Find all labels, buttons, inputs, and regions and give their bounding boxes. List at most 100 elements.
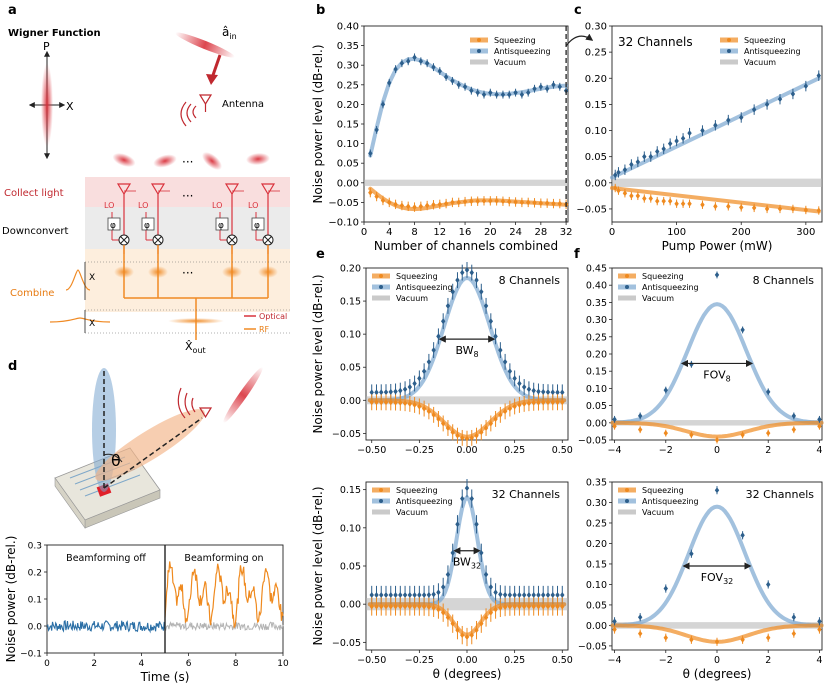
squeezing-fit-line: [610, 186, 821, 214]
y-tick-label: 0.30: [585, 22, 607, 33]
panel-d-letter: d: [8, 359, 17, 374]
antisqueezing-point: [526, 89, 531, 96]
antisqueezing-point: [494, 91, 499, 98]
x-axis-label: Number of channels combined: [374, 239, 558, 253]
antisqueezing-point: [550, 592, 555, 599]
svg-text:···: ···: [182, 189, 193, 203]
squeezing-point: [739, 204, 744, 211]
phase-shifter-icon: [251, 217, 265, 231]
x-tick-label: 0.50: [552, 445, 573, 456]
vacuum-band: [612, 178, 822, 187]
legend-entry: Antisqueezing: [642, 283, 699, 292]
x-tick-label: 28: [534, 227, 547, 238]
antisqueezing-point: [412, 380, 417, 387]
squeezing-point: [387, 199, 392, 206]
squeezing-point: [456, 199, 461, 206]
beamforming-trace-chart: 0 2 4 6 8 10 −0.1 0.0 0.1 0.2 0.3 Time (s) Noise pow…: [4, 536, 289, 684]
lo-label: LO: [138, 201, 148, 210]
vacuum-band: [366, 396, 568, 405]
label-beamforming-on: Beamforming on: [184, 553, 263, 564]
antisqueezing-point: [455, 521, 460, 528]
y-tick-label: 0.35: [586, 298, 607, 309]
squeezing-point: [483, 425, 489, 432]
y-tick-label: 0.40: [337, 22, 359, 33]
y-tick-label: 0.0: [28, 623, 43, 633]
antisqueezing-point: [424, 60, 430, 67]
svg-text:X: X: [89, 273, 95, 283]
squeezing-point: [464, 634, 470, 641]
squeezing-point: [661, 198, 666, 205]
incoming-arrow-icon: [210, 54, 222, 79]
legend-entry: Vacuum: [642, 294, 674, 303]
collect-light-label: Collect light: [4, 188, 64, 199]
channels-annotation: 32 Channels: [492, 488, 561, 501]
antisqueezing-point: [483, 302, 489, 309]
y-tick-label: −0.10: [328, 218, 359, 229]
squeezing-point: [488, 609, 494, 616]
antisqueezing-point: [512, 375, 517, 382]
chart-c-pump-power: c 0 100 200 300 −0.05 0.00 0.05 0.10 0.15 0.20 0.25…: [574, 3, 823, 253]
panel-a-letter: a: [8, 3, 17, 18]
y-tick-label: 0.10: [586, 580, 607, 591]
antisqueezing-point: [551, 81, 556, 88]
y-tick-label: 0.20: [586, 350, 607, 361]
antisqueezing-point: [803, 83, 809, 90]
beam-lobe-steered: [95, 409, 205, 481]
legend-entry: Antisqueezing: [494, 47, 551, 56]
antisqueezing-point: [417, 592, 422, 599]
antisqueezing-point: [440, 583, 446, 590]
squeezing-point: [766, 634, 771, 641]
squeezing-point: [399, 202, 405, 209]
squeezing-point: [393, 603, 398, 610]
legend-entry: Antisqueezing: [642, 497, 699, 506]
antisqueezing-point: [462, 83, 468, 90]
y-tick-label: 0.10: [340, 523, 361, 534]
antisqueezing-point: [560, 389, 565, 396]
antisqueezing-point: [544, 85, 550, 92]
x-tick-label: −4: [608, 445, 622, 456]
antisqueezing-point: [507, 91, 512, 98]
antisqueezing-point: [393, 388, 398, 395]
squeezing-point: [445, 614, 451, 621]
squeezing-point: [374, 603, 379, 610]
y-tick-label: 0.10: [586, 384, 607, 395]
phase-shifter-icon: [215, 217, 229, 231]
squeezing-point: [412, 401, 417, 408]
y-tick-label: 0.05: [340, 363, 361, 374]
antisqueezing-point: [474, 521, 479, 528]
antisqueezing-point: [667, 140, 673, 147]
squeezing-point: [790, 205, 796, 212]
antisqueezing-point: [474, 277, 479, 284]
antisqueezing-point: [469, 269, 474, 276]
squeezing-point: [368, 189, 373, 196]
downconvert-label: Downconvert: [2, 226, 68, 237]
squeezing-point: [493, 606, 498, 613]
squeezing-point: [545, 603, 551, 610]
squeezing-point: [431, 201, 436, 208]
antisqueezing-point: [713, 122, 718, 129]
legend-entry: Squeezing: [744, 36, 786, 45]
squeezing-point: [421, 405, 427, 412]
squeezing-point: [469, 198, 474, 205]
squeezing-point: [440, 609, 446, 616]
y-tick-label: 0.20: [337, 100, 359, 111]
antisqueezing-point: [417, 375, 422, 382]
optical-modes-row: ···: [112, 152, 270, 170]
vacuum-band: [366, 598, 568, 611]
x-tick-label: 12: [433, 227, 446, 238]
antisqueezing-point: [440, 318, 446, 325]
y-tick-label: 0.05: [340, 562, 361, 573]
squeezing-point: [469, 632, 474, 639]
squeezing-point: [445, 425, 451, 432]
chart-f-top: f −4 −2 0 2 4 −0.05 0.00 0.05 0.10 0.15 0.20 0.25 0.3…: [574, 247, 824, 456]
antisqueezing-fit-line: [610, 302, 824, 425]
channels-annotation: 8 Channels: [753, 274, 815, 287]
squeezing-point: [740, 431, 745, 438]
squeezing-point: [436, 606, 441, 613]
width-label: BW32: [453, 556, 481, 571]
squeezing-point: [488, 197, 493, 204]
squeezing-point: [726, 203, 731, 210]
y-tick-label: 0.00: [337, 178, 359, 189]
squeezing-point: [663, 430, 668, 437]
vacuum-band: [612, 622, 822, 629]
